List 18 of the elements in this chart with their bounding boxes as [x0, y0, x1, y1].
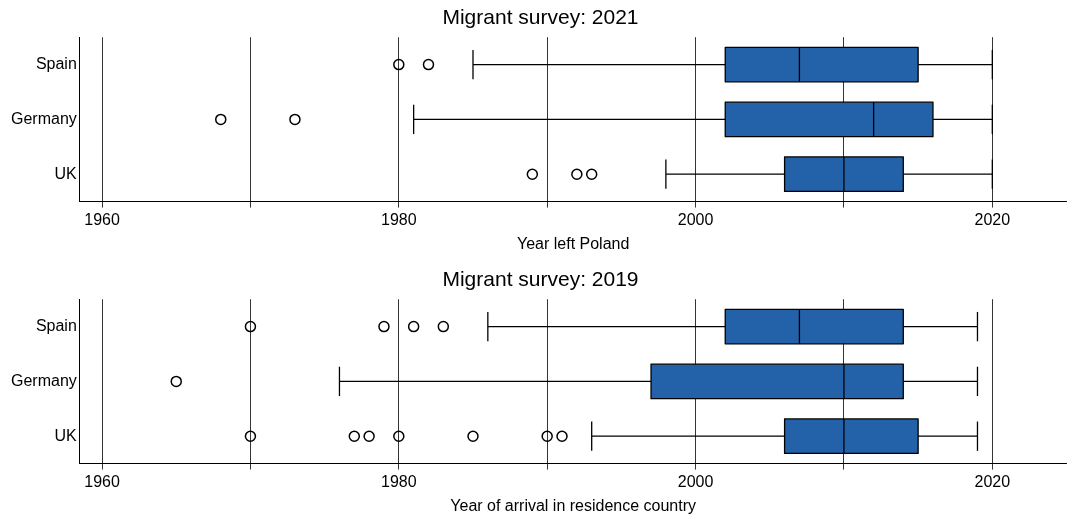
- y-tick-label: Spain: [35, 317, 77, 335]
- chart-title: Migrant survey: 2019: [442, 267, 639, 291]
- x-tick-label: 1980: [381, 210, 417, 228]
- x-tick-label: 1960: [84, 472, 120, 490]
- chart-title: Migrant survey: 2021: [442, 5, 639, 29]
- x-tick-label: 2020: [974, 210, 1011, 228]
- x-tick-label: 1960: [84, 210, 120, 228]
- y-tick-label: Germany: [11, 371, 77, 389]
- x-tick-label: 2000: [677, 210, 714, 228]
- x-tick-label: 2000: [677, 472, 714, 490]
- x-axis-title: Year of arrival in residence country: [450, 496, 697, 514]
- y-tick-label: UK: [54, 426, 78, 444]
- x-tick-label: 2020: [974, 472, 1011, 490]
- y-tick-label: UK: [54, 164, 78, 182]
- y-tick-label: Germany: [11, 109, 77, 127]
- y-tick-label: Spain: [35, 55, 77, 73]
- x-axis-title: Year left Poland: [516, 234, 630, 252]
- x-tick-label: 1980: [381, 472, 417, 490]
